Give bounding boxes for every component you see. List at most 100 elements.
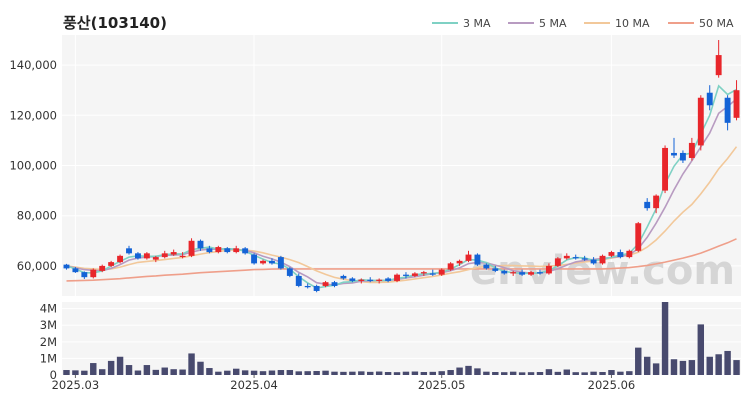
volume-bar [313, 371, 320, 375]
candle-body [608, 252, 615, 256]
candle-body [688, 142, 695, 158]
candle-body [635, 223, 642, 251]
volume-bar [179, 369, 186, 375]
candle-body [197, 240, 204, 249]
candle [197, 239, 204, 251]
candle [313, 284, 320, 293]
candle [376, 278, 383, 284]
line-ma5 [66, 98, 738, 286]
candle-body [126, 248, 132, 254]
volume-bar [483, 371, 490, 375]
candle-body [179, 255, 186, 258]
volume-bar [429, 371, 436, 375]
volume-bar [661, 302, 669, 375]
candle [554, 257, 561, 268]
candle-body [358, 279, 365, 281]
volume-bar [206, 368, 213, 375]
candle [394, 273, 400, 283]
candle [251, 253, 258, 265]
volume-bar [349, 371, 356, 375]
volume-bar [393, 372, 401, 375]
volume-bar [733, 360, 740, 375]
candle [679, 150, 686, 163]
volume-bar [545, 369, 553, 375]
candle-body [474, 254, 481, 265]
x-tick-label: 2025.05 [418, 378, 466, 392]
candle [671, 137, 677, 158]
volume-bar [72, 370, 79, 375]
candle-body [206, 248, 213, 253]
volume-bar [340, 371, 347, 375]
candle-body [510, 272, 517, 274]
candlesticks [63, 40, 740, 293]
candle-body [706, 92, 713, 106]
volume-bar [224, 370, 231, 375]
candle-body [242, 248, 249, 254]
candle-body [528, 272, 534, 275]
candle-body [662, 147, 669, 191]
volume-bar [170, 369, 177, 375]
candle [528, 270, 534, 276]
candle-body [251, 254, 258, 264]
volume-bar [679, 360, 687, 375]
candle-body [215, 247, 222, 253]
candle [537, 269, 543, 275]
candle [706, 85, 713, 111]
candle [599, 254, 606, 265]
legend-label-ma3: 3 MA [463, 17, 491, 30]
candle-body [72, 268, 79, 273]
candle-body [465, 254, 472, 261]
candle-body [572, 257, 579, 259]
candle [81, 271, 88, 279]
moving-average-lines [66, 84, 738, 289]
volume-bar [715, 354, 722, 375]
candle-body [286, 268, 293, 276]
candle-body [429, 273, 436, 275]
candle-body [81, 272, 88, 278]
candle-body [438, 269, 445, 275]
x-tick-label: 2025.04 [230, 378, 278, 392]
volume-bar [152, 369, 160, 375]
candle [367, 277, 374, 283]
candle-body [322, 282, 329, 286]
volume-bar [197, 361, 204, 375]
candle [99, 264, 106, 273]
candle-body [456, 260, 463, 264]
candle [108, 260, 115, 268]
volume-bar [492, 372, 499, 375]
candle [590, 257, 597, 265]
candle [545, 263, 552, 275]
x-axis: 2025.03 2025.04 2025.05 2025.06 [52, 375, 635, 392]
candle-body [626, 250, 633, 258]
volume-bar [501, 372, 508, 375]
volume-bar [375, 371, 383, 375]
candle [143, 252, 150, 260]
volume-bar [304, 371, 311, 375]
volume-bar [518, 372, 526, 375]
candle [304, 283, 311, 289]
candle-body [385, 278, 392, 281]
candle [653, 194, 660, 214]
candle [215, 245, 222, 254]
volume-bar [63, 370, 70, 375]
volume-bar [626, 371, 633, 375]
candle-body [697, 97, 704, 146]
candle [349, 277, 356, 283]
volume-bar [554, 371, 562, 375]
volume-bar [599, 372, 606, 375]
volume-plot-area [62, 302, 741, 375]
candle-body [269, 260, 275, 264]
candle-body [581, 258, 588, 260]
volume-bar [572, 372, 579, 375]
volume-bar [259, 371, 267, 375]
candle [465, 250, 472, 263]
volume-bar [233, 368, 240, 375]
candle [429, 269, 436, 276]
volume-y-tick-label: 0 [50, 368, 57, 382]
legend-label-ma50: 50 MA [699, 17, 734, 30]
candle [260, 259, 266, 265]
candle-body [117, 255, 124, 263]
candle [90, 268, 97, 279]
